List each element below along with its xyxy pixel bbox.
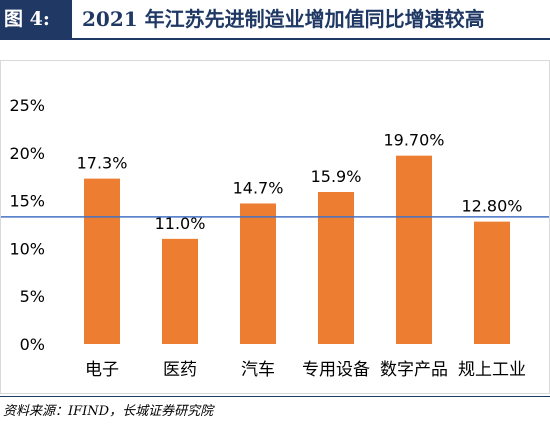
data-label: 19.70% bbox=[383, 131, 444, 150]
data-label: 17.3% bbox=[77, 154, 128, 173]
bar bbox=[84, 178, 120, 344]
data-label: 12.80% bbox=[461, 197, 522, 216]
y-tick-label: 20% bbox=[9, 144, 45, 163]
data-label: 15.9% bbox=[311, 167, 362, 186]
bar bbox=[318, 191, 354, 344]
category-label: 汽车 bbox=[241, 360, 275, 380]
category-label: 专用设备 bbox=[302, 360, 370, 380]
figure-label: 图 4: bbox=[0, 0, 72, 38]
y-tick-label: 25% bbox=[9, 96, 45, 115]
data-label: 11.0% bbox=[155, 214, 206, 233]
category-label: 数字产品 bbox=[380, 360, 448, 380]
y-tick-label: 15% bbox=[9, 192, 45, 211]
figure-title: 2021 年江苏先进制造业增加值同比增速较高 bbox=[82, 7, 485, 31]
category-label: 医药 bbox=[163, 360, 197, 380]
y-tick-label: 10% bbox=[9, 239, 45, 258]
bar bbox=[162, 238, 198, 344]
source-note: 资料来源：IFIND，长城证券研究院 bbox=[3, 404, 214, 419]
data-label: 14.7% bbox=[233, 178, 284, 197]
category-label: 电子 bbox=[85, 360, 119, 380]
chart-area: 0% 5% 10% 15% 20% 25% 17.3% 电子 11.0% 医药 14.7% 汽车 15.… bbox=[0, 60, 550, 394]
figure-footer: 资料来源：IFIND，长城证券研究院 bbox=[0, 396, 550, 424]
y-tick-label: 0% bbox=[20, 335, 45, 354]
bar-chart: 0% 5% 10% 15% 20% 25% 17.3% 电子 11.0% 医药 14.7% 汽车 15.… bbox=[1, 96, 549, 380]
bar bbox=[240, 203, 276, 344]
bar bbox=[474, 221, 510, 344]
bar bbox=[396, 155, 432, 344]
figure-header: 图 4: 2021 年江苏先进制造业增加值同比增速较高 bbox=[0, 0, 550, 40]
category-label: 规上工业 bbox=[458, 360, 526, 380]
y-tick-label: 5% bbox=[20, 287, 45, 306]
